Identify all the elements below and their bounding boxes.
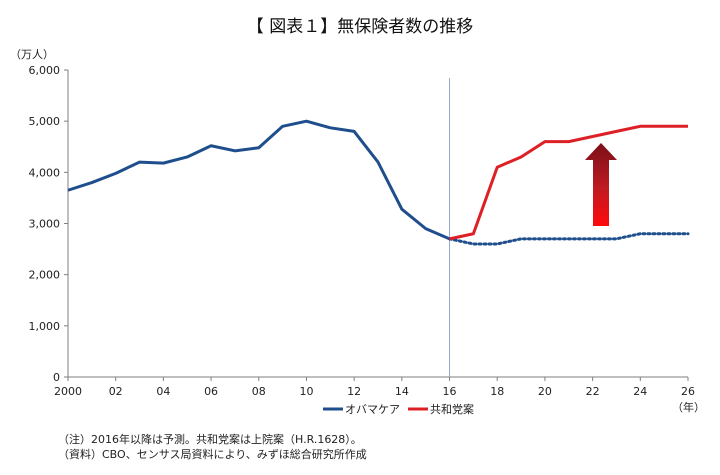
y-tick-label: 2,000 <box>29 269 61 282</box>
y-tick-label: 3,000 <box>29 218 61 231</box>
series-line-actual <box>67 119 451 241</box>
x-tick-label: 08 <box>252 385 266 398</box>
x-tick-label: 24 <box>633 385 647 398</box>
x-tick-label: 22 <box>586 385 600 398</box>
x-tick-label: 04 <box>156 385 170 398</box>
series-line <box>449 124 688 241</box>
x-unit-label: （年） <box>672 400 705 414</box>
x-tick-label: 02 <box>109 385 123 398</box>
y-tick-label: 1,000 <box>29 320 61 333</box>
chart-title: 【 図表１】無保険者数の推移 <box>246 17 474 37</box>
x-tick-label: 06 <box>204 385 218 398</box>
x-tick-label: 18 <box>490 385 504 398</box>
increase-arrow-icon <box>585 143 617 226</box>
x-tick-label: 12 <box>347 385 361 398</box>
note-line: （注）2016年以降は予測。共和党案は上院案（H.R.1628）。 <box>58 433 362 446</box>
x-tick-label: 14 <box>395 385 409 398</box>
y-tick-label: 4,000 <box>29 166 61 179</box>
y-tick-label: 6,000 <box>29 64 61 77</box>
series-line-forecast <box>448 232 690 246</box>
x-tick-label: 10 <box>299 385 313 398</box>
x-tick-label: 20 <box>538 385 552 398</box>
y-tick-label: 5,000 <box>29 115 61 128</box>
y-unit-label: （万人） <box>10 48 54 61</box>
x-tick-label: 26 <box>681 385 695 398</box>
x-tick-label: 16 <box>443 385 457 398</box>
legend-label: 共和党案 <box>430 402 474 416</box>
legend-label: オバマケア <box>345 403 400 416</box>
source-line: （資料）CBO、センサス局資料により、みずほ総合研究所作成 <box>58 448 367 461</box>
notes: （注）2016年以降は予測。共和党案は上院案（H.R.1628）。 （資料）CB… <box>58 432 367 462</box>
y-tick-label: 0 <box>53 371 60 384</box>
x-tick-label: 2000 <box>54 385 82 398</box>
